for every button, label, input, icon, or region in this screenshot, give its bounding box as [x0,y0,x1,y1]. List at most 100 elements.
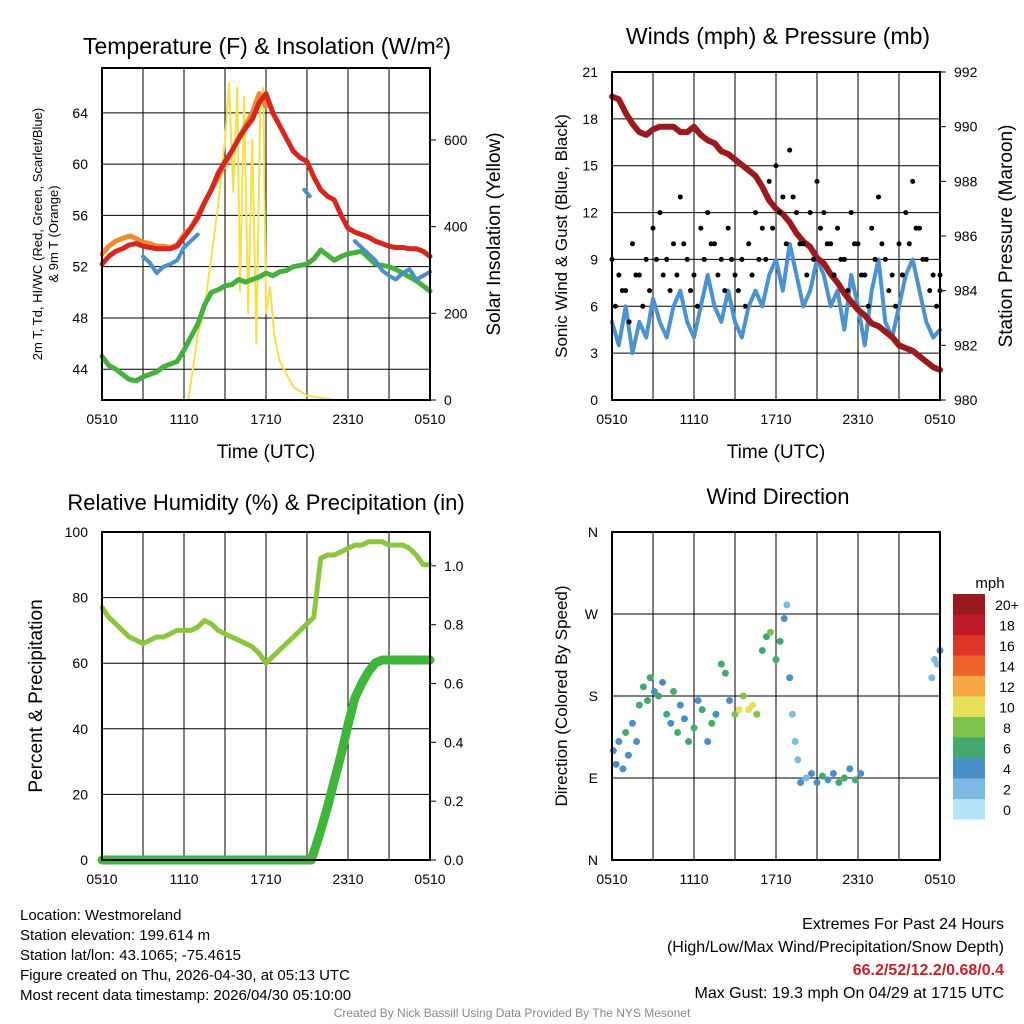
rh-chart-ylabel: Percent & Precipitation [26,599,47,792]
y-tick-label: 12 [582,205,598,221]
y-tick-label: 40 [72,721,88,737]
x-tick-label: 0510 [596,411,627,427]
colorbar-label: 14 [999,659,1015,675]
y-tick-label: 15 [582,158,598,174]
direction-point [745,706,753,714]
gust-point [855,241,861,247]
temp-chart-ylabel-2: & 9m T (Orange) [46,185,61,282]
gust-point [722,288,728,294]
direction-point [762,633,770,641]
direction-point [776,637,784,645]
series-solar-insolation [101,82,431,401]
y-tick-label: E [589,770,598,786]
direction-point [635,701,643,709]
y2-tick-label: 984 [954,283,978,299]
gust-point [674,272,680,278]
y2-tick-label: 980 [954,392,978,408]
gust-point [691,272,697,278]
gust-point [876,194,881,200]
direction-point [783,601,791,609]
direction-point [624,751,632,759]
x-tick-label: 2310 [332,871,363,887]
gust-point [653,256,659,262]
y-tick-label: 56 [72,207,88,223]
x-tick-label: 1710 [250,411,281,427]
x-tick-label: 1110 [169,411,198,427]
extremes-panel: Extremes For Past 24 Hours (High/Low/Max… [667,913,1004,1005]
direction-point [753,710,761,718]
x-tick-label: 1110 [679,871,708,887]
colorbar-title: mph [975,575,1004,592]
gust-point [759,225,765,231]
temp-chart-y2label: Solar Insolation (Yellow) [484,132,505,335]
wind-chart-xlabel: Time (UTC) [727,442,826,463]
gust-point [619,288,625,294]
gust-point [807,210,813,216]
plot-frame [101,67,431,401]
gust-point [869,225,875,231]
gust-point [899,272,905,278]
x-tick-label: 1710 [250,871,281,887]
direction-point [767,628,775,636]
direction-point [721,669,729,677]
colorbar-label: 6 [1003,741,1011,757]
direction-point [704,738,712,746]
y2-tick-label: 600 [444,132,468,148]
direction-point [772,656,780,664]
gust-point [698,225,704,231]
y-tick-label: N [588,524,598,540]
colorbar-label: 16 [999,638,1015,654]
y-tick-label: 9 [590,251,598,267]
gust-point [882,256,888,262]
gust-point [831,272,837,278]
x-tick-label: 1710 [760,411,791,427]
gust-point [858,272,864,278]
colorbar-swatch [953,696,985,717]
direction-point [717,660,725,668]
gust-point [742,303,748,309]
direction-point [663,710,671,718]
direction-point [674,728,682,736]
gust-point [790,194,796,200]
colorbar-label: 8 [1003,720,1011,736]
y2-tick-label: 0.0 [444,852,464,868]
y-tick-label: 44 [72,361,88,377]
colorbar-swatch [953,717,985,738]
gust-point [657,210,663,216]
gust-point [746,241,752,247]
y2-tick-label: 0.4 [444,734,464,750]
gust-point [814,178,820,184]
gust-point [643,256,649,262]
gust-point [694,303,700,309]
y2-tick-label: 986 [954,228,978,244]
colorbar-swatch [953,778,985,799]
colorbar-swatch [953,758,985,779]
gust-point [640,303,646,309]
gust-point [845,288,851,294]
x-tick-label: 1710 [760,871,791,887]
rh-chart-title: Relative Humidity (%) & Precipitation (i… [67,490,464,515]
direction-point [622,728,630,736]
wind-chart-ylabel: Sonic Wind & Gust (Blue, Black) [552,114,571,358]
y-tick-label: 20 [72,786,88,802]
series-relative-humidity [99,539,433,666]
gust-point [923,256,929,262]
station-info: Location: Westmoreland Station elevation… [20,906,351,1006]
gust-point [852,241,858,247]
direction-point [786,674,794,682]
series-dew-point [99,247,433,384]
gust-point [862,272,868,278]
gust-point [633,272,639,278]
direction-point [708,719,716,727]
gust-point [889,272,895,278]
direction-point [851,776,859,784]
gust-point [773,163,779,169]
temp-chart-xlabel: Time (UTC) [217,442,316,463]
direction-chart-ylabel: Direction (Colored By Speed) [552,585,571,806]
y-tick-label: N [588,852,598,868]
y2-tick-label: 990 [954,119,978,135]
gust-point [763,256,769,262]
series-2m-temperature [99,91,433,267]
gust-point [677,194,683,200]
x-tick-label: 0510 [414,871,445,887]
